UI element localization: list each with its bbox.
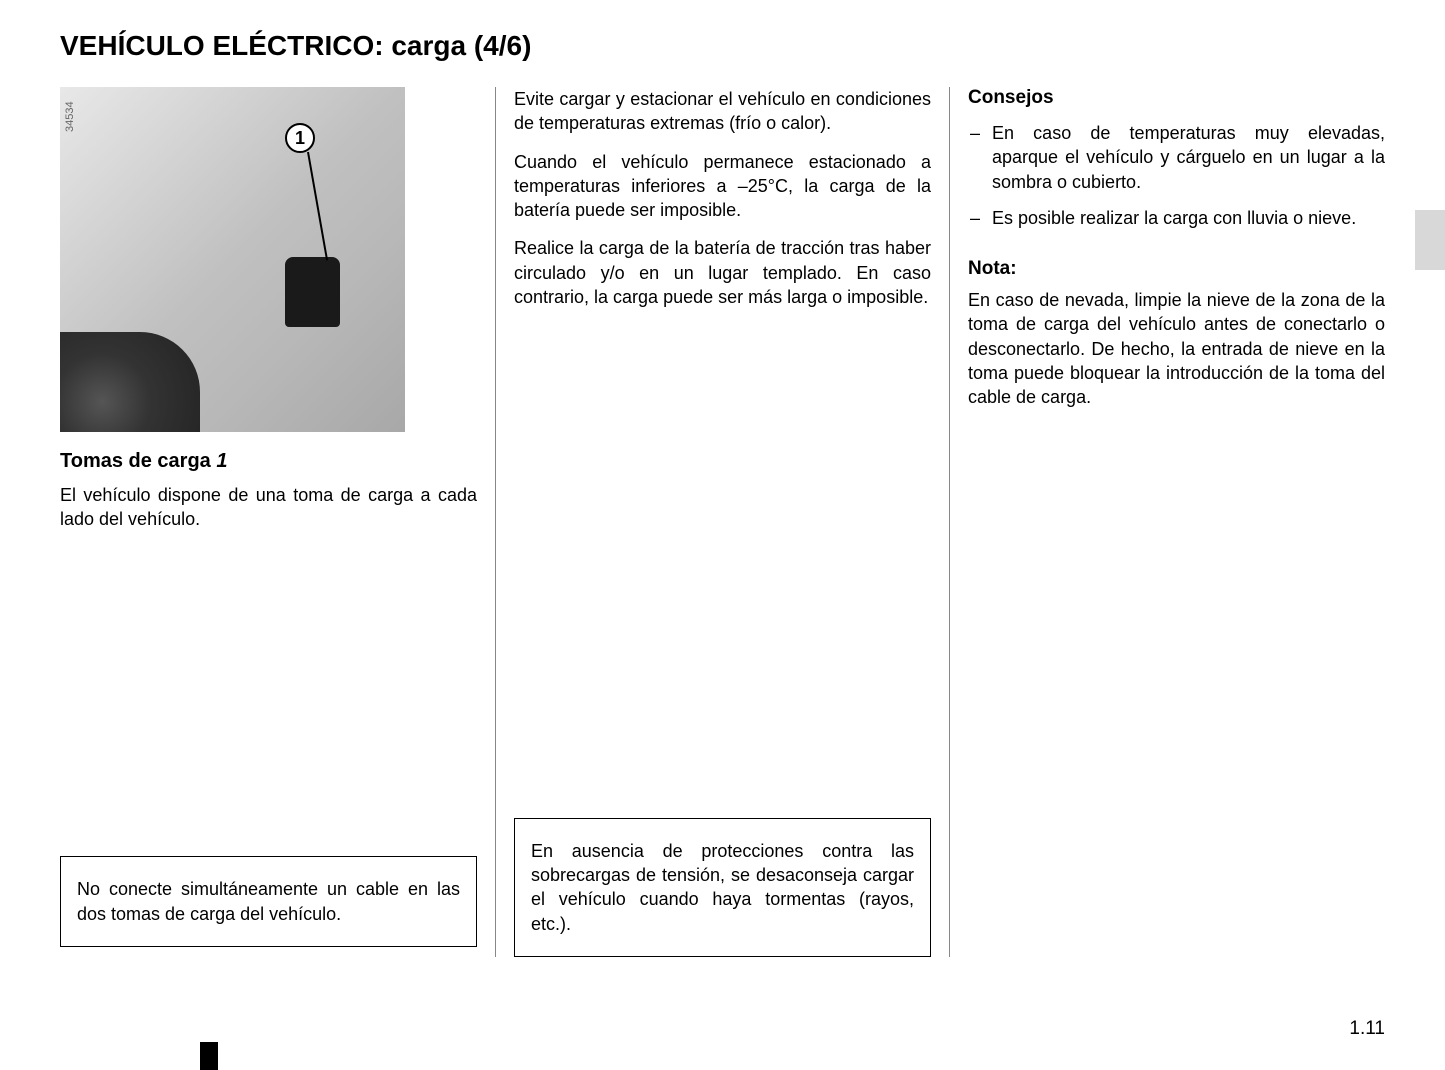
wheel-graphic (60, 332, 200, 432)
vehicle-charge-port-image: 34534 1 (60, 87, 405, 432)
tip-item-1: En caso de temperaturas muy elevadas, ap… (968, 121, 1385, 194)
title-main: VEHÍCULO ELÉCTRICO: (60, 30, 384, 61)
nota-body: En caso de nevada, limpie la nieve de la… (968, 288, 1385, 409)
footer-mark (200, 1042, 218, 1070)
heading-number: 1 (216, 450, 227, 472)
heading-text: Tomas de carga (60, 450, 211, 472)
callout-number: 1 (295, 128, 305, 149)
col1-body: El vehículo dispone de una toma de carga… (60, 483, 477, 532)
tip-item-2: Es posible realizar la carga con lluvia … (968, 206, 1385, 230)
title-counter: (4/6) (474, 30, 532, 61)
column-2: Evite cargar y estacionar el vehículo en… (496, 87, 949, 957)
section-heading-tomas: Tomas de carga 1 (60, 450, 477, 473)
callout-marker: 1 (285, 123, 315, 153)
page-number: 1.11 (1349, 1018, 1385, 1040)
page-title: VEHÍCULO ELÉCTRICO: carga (4/6) (60, 30, 1385, 62)
col2-p2: Cuando el vehículo permanece estacionado… (514, 150, 931, 223)
col2-p3: Realice la carga de la batería de tracci… (514, 236, 931, 309)
title-sub: carga (391, 30, 466, 61)
tips-heading: Consejos (968, 87, 1385, 109)
charge-port-graphic (285, 257, 340, 327)
warning-box-2: En ausencia de protecciones contra las s… (514, 818, 931, 957)
content-columns: 34534 1 Tomas de carga 1 El vehículo dis… (60, 87, 1385, 957)
warning-box-1: No conecte simultáneamente un cable en l… (60, 856, 477, 947)
nota-heading: Nota: (968, 258, 1385, 280)
col2-p1: Evite cargar y estacionar el vehículo en… (514, 87, 931, 136)
column-3: Consejos En caso de temperaturas muy ele… (950, 87, 1385, 957)
column-1: 34534 1 Tomas de carga 1 El vehículo dis… (60, 87, 495, 957)
image-reference-number: 34534 (64, 101, 76, 132)
tips-list: En caso de temperaturas muy elevadas, ap… (968, 121, 1385, 242)
callout-line (307, 152, 328, 261)
side-tab (1415, 210, 1445, 270)
